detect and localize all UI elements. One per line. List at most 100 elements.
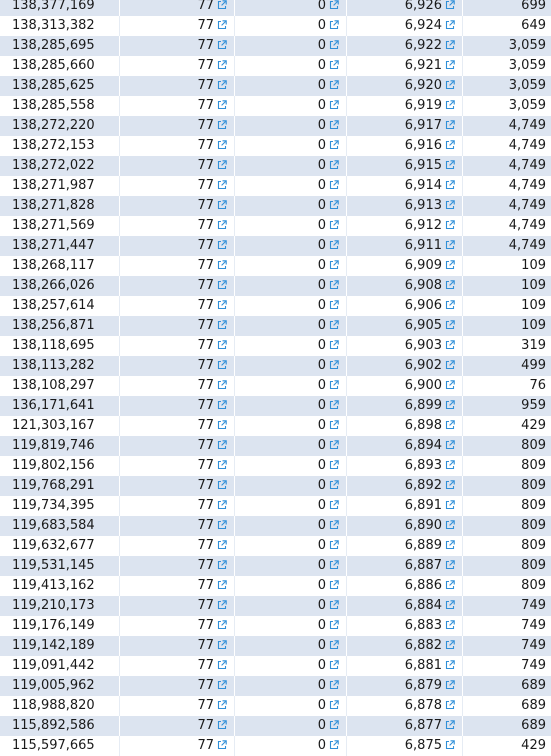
cell-count[interactable]: 77 bbox=[120, 156, 235, 176]
cell-count[interactable]: 77 bbox=[120, 316, 235, 336]
external-link-icon[interactable] bbox=[329, 80, 339, 90]
cell-zero[interactable]: 0 bbox=[235, 16, 347, 36]
external-link-icon[interactable] bbox=[445, 620, 455, 630]
cell-zero[interactable]: 0 bbox=[235, 76, 347, 96]
external-link-icon[interactable] bbox=[217, 620, 227, 630]
external-link-icon[interactable] bbox=[329, 320, 339, 330]
cell-zero[interactable]: 0 bbox=[235, 456, 347, 476]
external-link-icon[interactable] bbox=[329, 160, 339, 170]
external-link-icon[interactable] bbox=[329, 20, 339, 30]
external-link-icon[interactable] bbox=[217, 640, 227, 650]
cell-ref[interactable]: 6,879 bbox=[347, 676, 463, 696]
external-link-icon[interactable] bbox=[329, 40, 339, 50]
external-link-icon[interactable] bbox=[445, 360, 455, 370]
cell-ref[interactable]: 6,922 bbox=[347, 36, 463, 56]
external-link-icon[interactable] bbox=[329, 380, 339, 390]
external-link-icon[interactable] bbox=[445, 140, 455, 150]
external-link-icon[interactable] bbox=[329, 500, 339, 510]
cell-zero[interactable]: 0 bbox=[235, 0, 347, 16]
cell-zero[interactable]: 0 bbox=[235, 256, 347, 276]
external-link-icon[interactable] bbox=[217, 500, 227, 510]
external-link-icon[interactable] bbox=[217, 300, 227, 310]
cell-ref[interactable]: 6,875 bbox=[347, 736, 463, 756]
cell-count[interactable]: 77 bbox=[120, 736, 235, 756]
cell-count[interactable]: 77 bbox=[120, 656, 235, 676]
cell-ref[interactable]: 6,905 bbox=[347, 316, 463, 336]
external-link-icon[interactable] bbox=[445, 740, 455, 750]
cell-zero[interactable]: 0 bbox=[235, 416, 347, 436]
cell-count[interactable]: 77 bbox=[120, 436, 235, 456]
external-link-icon[interactable] bbox=[217, 200, 227, 210]
cell-zero[interactable]: 0 bbox=[235, 136, 347, 156]
cell-ref[interactable]: 6,899 bbox=[347, 396, 463, 416]
cell-zero[interactable]: 0 bbox=[235, 516, 347, 536]
external-link-icon[interactable] bbox=[445, 320, 455, 330]
external-link-icon[interactable] bbox=[329, 520, 339, 530]
cell-ref[interactable]: 6,898 bbox=[347, 416, 463, 436]
external-link-icon[interactable] bbox=[445, 340, 455, 350]
external-link-icon[interactable] bbox=[329, 340, 339, 350]
cell-zero[interactable]: 0 bbox=[235, 596, 347, 616]
external-link-icon[interactable] bbox=[329, 540, 339, 550]
external-link-icon[interactable] bbox=[329, 720, 339, 730]
external-link-icon[interactable] bbox=[329, 140, 339, 150]
external-link-icon[interactable] bbox=[217, 100, 227, 110]
cell-zero[interactable]: 0 bbox=[235, 496, 347, 516]
cell-zero[interactable]: 0 bbox=[235, 736, 347, 756]
external-link-icon[interactable] bbox=[329, 680, 339, 690]
cell-ref[interactable]: 6,902 bbox=[347, 356, 463, 376]
cell-ref[interactable]: 6,883 bbox=[347, 616, 463, 636]
external-link-icon[interactable] bbox=[329, 260, 339, 270]
cell-ref[interactable]: 6,886 bbox=[347, 576, 463, 596]
cell-ref[interactable]: 6,919 bbox=[347, 96, 463, 116]
cell-zero[interactable]: 0 bbox=[235, 316, 347, 336]
cell-zero[interactable]: 0 bbox=[235, 396, 347, 416]
external-link-icon[interactable] bbox=[445, 280, 455, 290]
cell-count[interactable]: 77 bbox=[120, 596, 235, 616]
cell-ref[interactable]: 6,912 bbox=[347, 216, 463, 236]
cell-zero[interactable]: 0 bbox=[235, 436, 347, 456]
external-link-icon[interactable] bbox=[445, 640, 455, 650]
cell-zero[interactable]: 0 bbox=[235, 636, 347, 656]
cell-count[interactable]: 77 bbox=[120, 336, 235, 356]
external-link-icon[interactable] bbox=[329, 660, 339, 670]
cell-zero[interactable]: 0 bbox=[235, 356, 347, 376]
cell-count[interactable]: 77 bbox=[120, 76, 235, 96]
cell-count[interactable]: 77 bbox=[120, 216, 235, 236]
cell-ref[interactable]: 6,917 bbox=[347, 116, 463, 136]
cell-count[interactable]: 77 bbox=[120, 696, 235, 716]
external-link-icon[interactable] bbox=[445, 40, 455, 50]
cell-ref[interactable]: 6,909 bbox=[347, 256, 463, 276]
external-link-icon[interactable] bbox=[329, 580, 339, 590]
external-link-icon[interactable] bbox=[329, 360, 339, 370]
cell-count[interactable]: 77 bbox=[120, 496, 235, 516]
external-link-icon[interactable] bbox=[217, 380, 227, 390]
external-link-icon[interactable] bbox=[217, 20, 227, 30]
cell-count[interactable]: 77 bbox=[120, 176, 235, 196]
external-link-icon[interactable] bbox=[445, 380, 455, 390]
external-link-icon[interactable] bbox=[445, 240, 455, 250]
cell-zero[interactable]: 0 bbox=[235, 476, 347, 496]
external-link-icon[interactable] bbox=[329, 400, 339, 410]
cell-count[interactable]: 77 bbox=[120, 36, 235, 56]
external-link-icon[interactable] bbox=[445, 680, 455, 690]
cell-count[interactable]: 77 bbox=[120, 416, 235, 436]
external-link-icon[interactable] bbox=[329, 600, 339, 610]
cell-ref[interactable]: 6,915 bbox=[347, 156, 463, 176]
external-link-icon[interactable] bbox=[445, 180, 455, 190]
cell-zero[interactable]: 0 bbox=[235, 336, 347, 356]
cell-zero[interactable]: 0 bbox=[235, 156, 347, 176]
cell-zero[interactable]: 0 bbox=[235, 296, 347, 316]
external-link-icon[interactable] bbox=[217, 160, 227, 170]
external-link-icon[interactable] bbox=[217, 180, 227, 190]
cell-count[interactable]: 77 bbox=[120, 476, 235, 496]
cell-ref[interactable]: 6,891 bbox=[347, 496, 463, 516]
cell-count[interactable]: 77 bbox=[120, 276, 235, 296]
external-link-icon[interactable] bbox=[217, 240, 227, 250]
external-link-icon[interactable] bbox=[329, 620, 339, 630]
cell-ref[interactable]: 6,882 bbox=[347, 636, 463, 656]
cell-zero[interactable]: 0 bbox=[235, 276, 347, 296]
external-link-icon[interactable] bbox=[445, 120, 455, 130]
external-link-icon[interactable] bbox=[217, 360, 227, 370]
external-link-icon[interactable] bbox=[445, 100, 455, 110]
